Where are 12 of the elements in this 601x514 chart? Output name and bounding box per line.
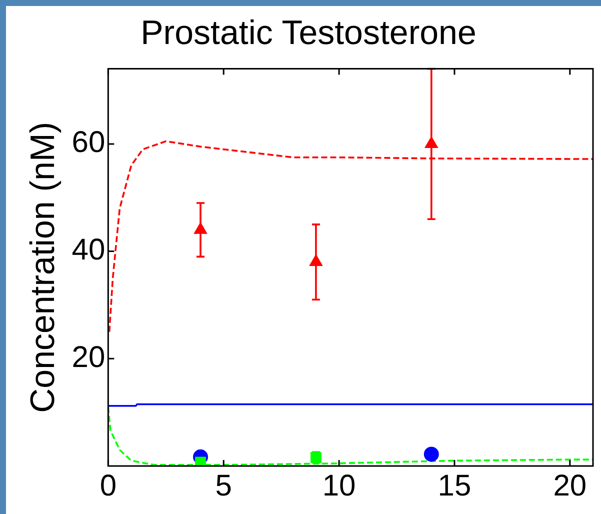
y-tick-label: 20 <box>72 340 106 374</box>
point <box>424 446 439 462</box>
x-tick-label: 20 <box>553 469 587 502</box>
x-tick-label: 0 <box>100 469 117 502</box>
y-tick-label: 60 <box>72 126 106 160</box>
x-tick-label: 15 <box>438 469 472 502</box>
y-axis-title: Concentration (nM) <box>24 122 62 413</box>
line-series <box>108 406 593 466</box>
x-tick-label: 10 <box>322 469 356 502</box>
chart-title: Prostatic Testosterone <box>140 14 476 52</box>
x-tick-label: 5 <box>215 469 232 502</box>
y-tick-label: 40 <box>72 234 106 267</box>
